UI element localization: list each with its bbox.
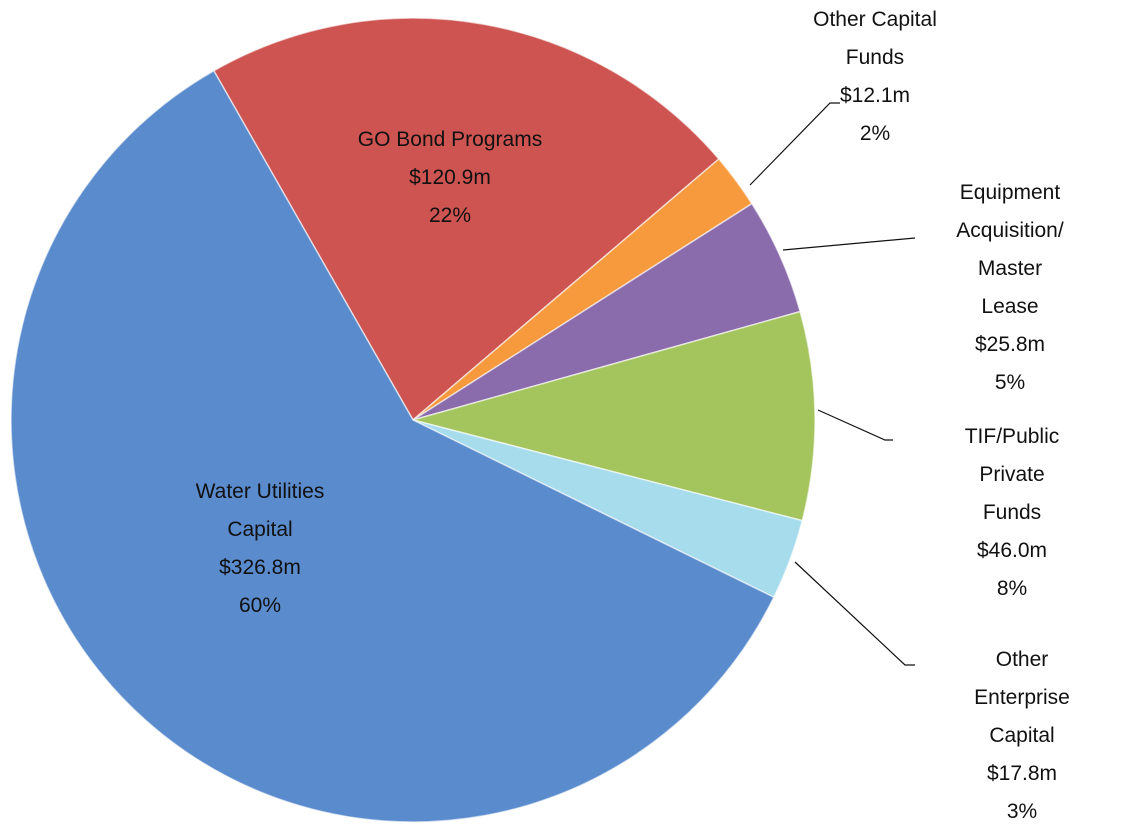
leader-line (794, 561, 915, 666)
pie-slice (10, 69, 775, 822)
leader-lines (749, 102, 916, 666)
slice-label: Water Utilities Capital $326.8m 60% (196, 473, 325, 625)
category: TIF/Public Private Funds (964, 425, 1060, 524)
percent-label: 22% (428, 204, 472, 227)
percent-label: 60% (238, 594, 282, 617)
category: Other Capital Funds (813, 8, 937, 69)
value-label: $25.8m (974, 333, 1046, 356)
leader-line (782, 237, 916, 251)
percent-label: 3% (1006, 800, 1038, 823)
percent-label: 8% (996, 577, 1028, 600)
percent-label: 5% (994, 371, 1026, 394)
slice-label: GO Bond Programs $120.9m 22% (358, 121, 542, 235)
slice-label: TIF/Public Private Funds $46.0m 8% (951, 418, 1073, 608)
value-label: $46.0m (976, 539, 1048, 562)
value-label: $17.8m (986, 762, 1058, 785)
pie-slice (212, 17, 720, 422)
value-label: $326.8m (219, 556, 301, 579)
slice-label: Other Enterprise Capital $17.8m 3% (966, 641, 1078, 831)
value-label: $12.1m (839, 84, 911, 107)
slice-label: Equipment Acquisition/ Master Lease $25.8… (948, 174, 1072, 402)
leader-line (749, 102, 840, 186)
slice-label: Other Capital Funds $12.1m 2% (813, 1, 937, 153)
category: GO Bond Programs (357, 128, 543, 151)
pie-slice (410, 310, 816, 522)
percent-label: 2% (859, 122, 891, 145)
leader-line (817, 409, 893, 441)
category: Water Utilities Capital (195, 480, 325, 541)
category: Other Enterprise Capital (974, 648, 1070, 747)
category: Equipment Acquisition/ Master Lease (956, 181, 1064, 318)
value-label: $120.9m (409, 166, 491, 189)
